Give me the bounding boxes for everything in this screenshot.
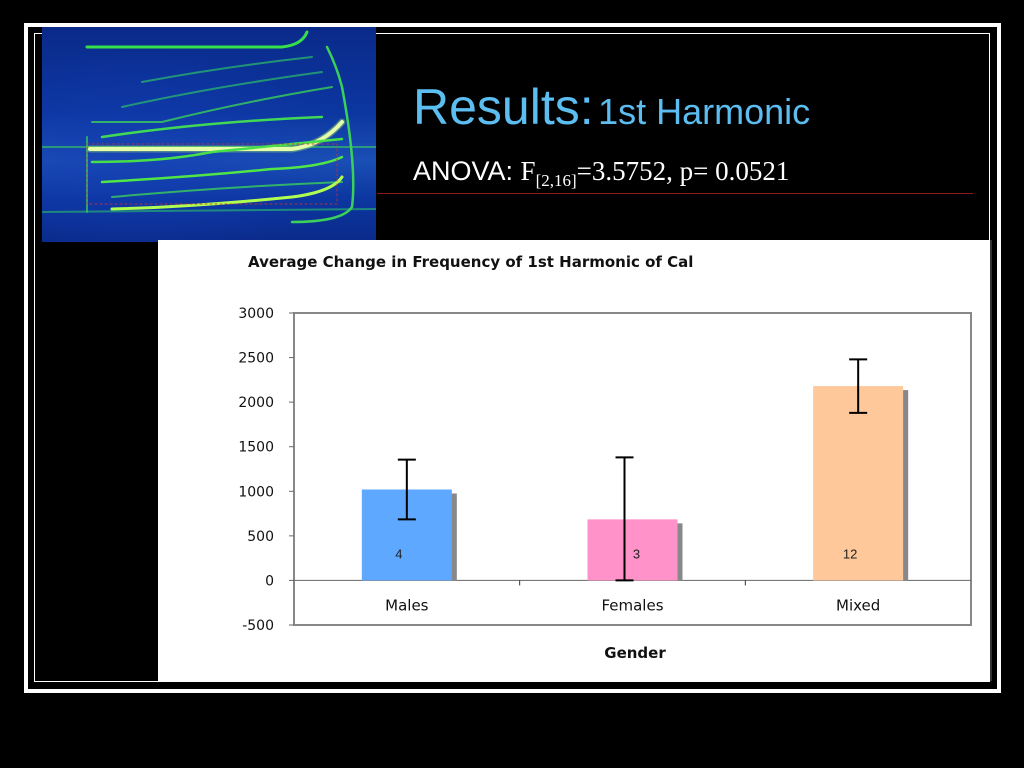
anova-result: ANOVA: F[2,16]=3.5752, p= 0.0521 [413,156,789,191]
y-tick-label: 0 [265,573,274,589]
anova-label: ANOVA: [413,156,514,186]
bar-chart: Average Change in Frequency of 1st Harmo… [158,240,992,681]
y-tick-label: 3000 [238,306,274,322]
bar-sample-size: 12 [843,546,857,561]
bar-mixed [813,386,904,581]
title-main: Results: [413,79,594,135]
anova-df: [2,16] [535,171,577,190]
anova-stat-symbol: F [520,156,536,186]
spectrogram-image [42,27,376,242]
bar-females [587,519,678,581]
y-tick-label: 1500 [238,440,274,456]
chart-title: Average Change in Frequency of 1st Harmo… [248,253,694,271]
anova-values: =3.5752, p= 0.0521 [576,156,790,186]
y-tick-label: 2500 [238,351,274,367]
category-label: Females [601,596,663,614]
category-label: Males [385,596,429,614]
y-tick-label: -500 [242,618,274,634]
bar-sample-size: 4 [395,546,402,561]
title-sub: 1st Harmonic [598,91,811,132]
title-divider [377,193,973,194]
slide-title: Results: 1st Harmonic [413,78,810,136]
chart-plot: 3000 2500 2000 1500 1000 500 0 -500 4 Males 3 Femal… [238,306,972,634]
bar-sample-size: 3 [633,546,640,561]
anova-stat: F[2,16]=3.5752, p= 0.0521 [520,156,790,190]
category-label: Mixed [836,596,880,614]
slide-outer-frame [24,23,1001,693]
y-tick-label: 2000 [238,395,274,411]
y-tick-label: 1000 [238,484,274,500]
y-tick-label: 500 [247,529,274,545]
